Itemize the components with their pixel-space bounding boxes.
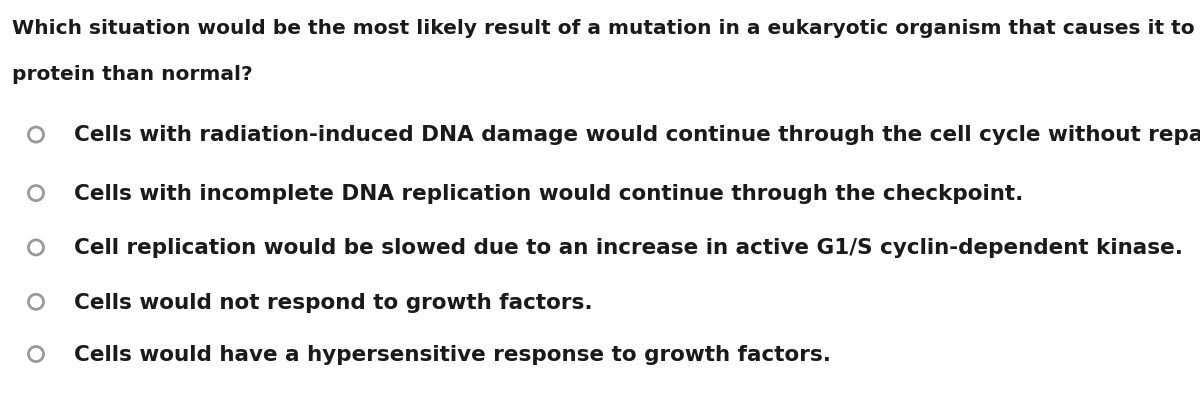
Text: Which situation would be the most likely result of a mutation in a eukaryotic or: Which situation would be the most likely… <box>12 19 1200 38</box>
Text: Cells would have a hypersensitive response to growth factors.: Cells would have a hypersensitive respon… <box>74 345 832 365</box>
Text: Cell replication would be slowed due to an increase in active G1/S cyclin-depend: Cell replication would be slowed due to … <box>74 238 1183 258</box>
Text: Cells with incomplete DNA replication would continue through the checkpoint.: Cells with incomplete DNA replication wo… <box>74 184 1024 204</box>
Text: protein than normal?: protein than normal? <box>12 65 253 84</box>
Text: Cells with radiation-induced DNA damage would continue through the cell cycle wi: Cells with radiation-induced DNA damage … <box>74 125 1200 145</box>
Text: Cells would not respond to growth factors.: Cells would not respond to growth factor… <box>74 293 593 313</box>
